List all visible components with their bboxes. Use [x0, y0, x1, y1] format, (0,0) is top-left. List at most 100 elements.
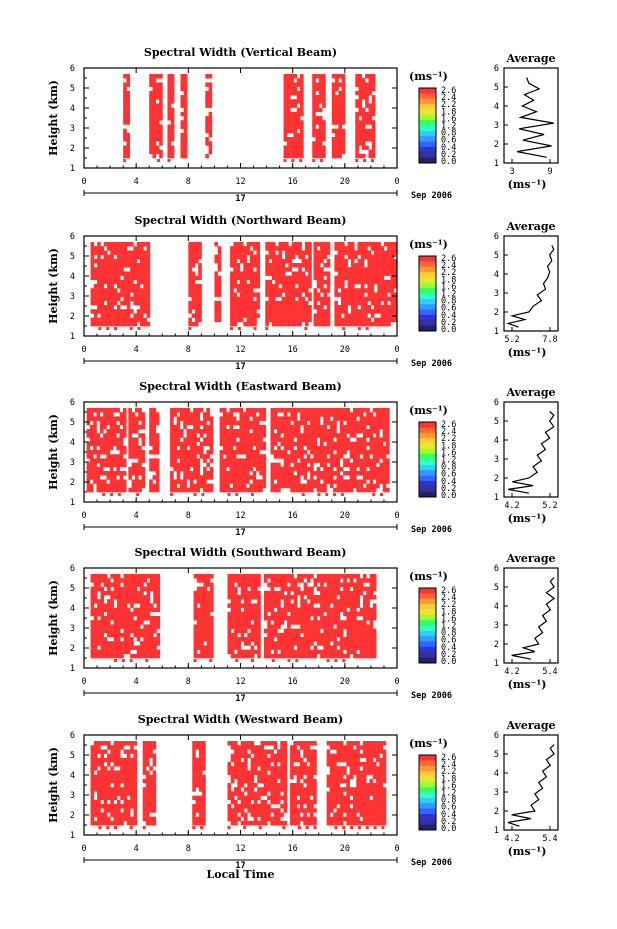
data-cell [259, 412, 263, 417]
data-cell [293, 74, 298, 79]
data-cell [358, 153, 363, 159]
data-cell [393, 284, 398, 289]
data-cell [369, 637, 374, 642]
data-cell [89, 437, 94, 442]
data-cell [120, 599, 124, 604]
data-cell [322, 128, 326, 134]
data-cell [146, 271, 151, 276]
data-cell [183, 128, 188, 134]
data-cell [206, 487, 210, 493]
data-cell [368, 128, 373, 134]
data-cell [173, 450, 177, 455]
data-cell [93, 620, 98, 625]
data-cell [229, 441, 234, 447]
data-cell [90, 275, 95, 281]
data-cell [369, 582, 374, 587]
data-cell [253, 309, 257, 314]
data-cell [329, 632, 334, 638]
data-cell [237, 327, 241, 330]
data-cell [273, 653, 278, 659]
data-cell [128, 420, 132, 426]
data-cell [283, 645, 288, 650]
data-cell [341, 111, 346, 117]
data-cell [270, 429, 275, 434]
colorbar-tick-label: 1.8 [441, 107, 456, 117]
data-cell [226, 475, 230, 480]
data-cell [252, 433, 257, 438]
data-cell [385, 441, 390, 447]
data-cell [334, 292, 338, 297]
data-cell [140, 599, 144, 604]
data-cell [243, 586, 248, 592]
data-cell [186, 429, 191, 434]
colorbar-tick-label: 0.6 [441, 636, 456, 646]
data-cell [364, 267, 368, 272]
data-cell [319, 487, 324, 493]
data-cell [313, 437, 317, 442]
data-cell [126, 103, 131, 108]
data-cell [356, 408, 360, 413]
colorbar-segment [419, 272, 436, 278]
data-cell [122, 420, 127, 426]
data-cell [180, 137, 185, 142]
data-cell [356, 653, 360, 659]
data-cell [294, 321, 299, 327]
data-cell [246, 292, 251, 297]
data-cell [310, 429, 314, 434]
data-cell [270, 424, 275, 430]
data-cell [116, 637, 121, 642]
data-cell [336, 433, 341, 438]
data-cell [128, 471, 132, 476]
data-cell [333, 408, 337, 413]
data-cell [229, 466, 234, 472]
data-cell [360, 292, 365, 297]
x-tick-label: 4 [134, 177, 139, 187]
data-cell [267, 637, 271, 642]
data-cell [143, 292, 147, 297]
data-cell [208, 141, 213, 146]
data-cell [369, 471, 374, 476]
data-cell [249, 288, 254, 293]
data-cell [268, 317, 273, 323]
data-cell [153, 595, 157, 600]
data-cell [283, 582, 288, 587]
data-cell [246, 296, 251, 302]
data-cell [290, 137, 294, 142]
data-cell [356, 574, 360, 579]
data-cell [270, 616, 275, 621]
data-cell [354, 321, 358, 327]
data-cell [374, 305, 378, 310]
data-cell [326, 317, 331, 323]
data-cell [277, 595, 281, 600]
profile-x-label: (ms⁻¹) [508, 346, 547, 359]
data-cell [364, 254, 368, 260]
data-cell [89, 441, 94, 447]
data-cell [356, 441, 360, 447]
data-cell [249, 424, 253, 430]
data-cell [153, 586, 157, 592]
data-cell [188, 267, 192, 272]
data-cell [277, 433, 281, 438]
data-cell [246, 458, 250, 463]
data-cell [103, 471, 107, 476]
data-cell [361, 116, 366, 121]
data-cell [126, 649, 131, 655]
data-cell [322, 132, 326, 138]
profile-line [516, 77, 554, 158]
data-cell [206, 641, 211, 646]
data-cell [209, 437, 214, 442]
data-cell [247, 649, 251, 655]
data-cell [106, 445, 111, 451]
data-cell [143, 628, 147, 634]
data-cell [106, 327, 110, 330]
data-cell [257, 595, 261, 600]
data-cell [193, 637, 198, 642]
data-cell [352, 454, 357, 459]
profile-x-tick-label: 4.2 [504, 501, 519, 511]
data-cell [270, 445, 275, 451]
data-cell [156, 620, 161, 625]
data-cell [359, 624, 364, 629]
data-cell [335, 120, 339, 125]
data-cell [152, 82, 157, 87]
